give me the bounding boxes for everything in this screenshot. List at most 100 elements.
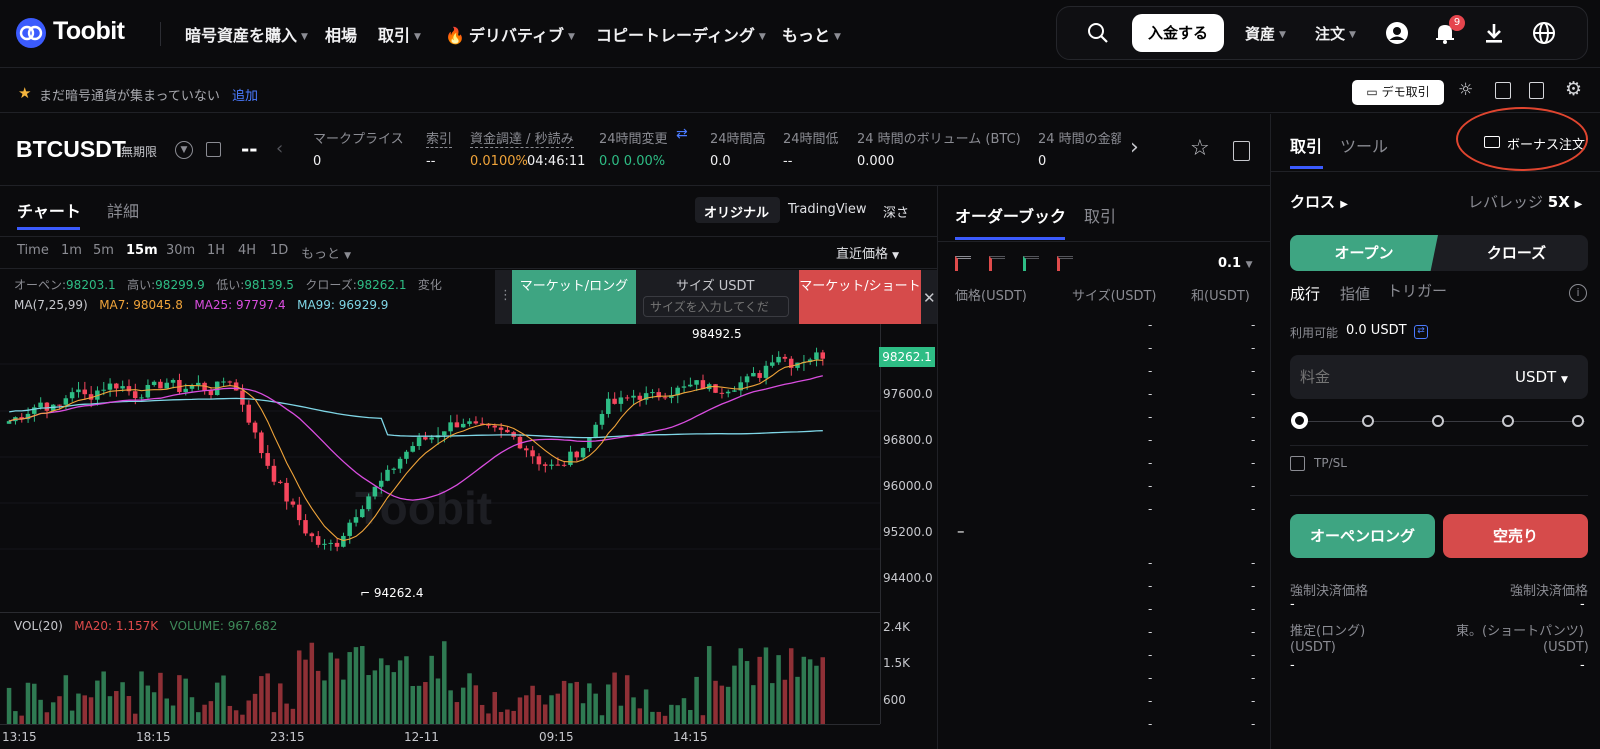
tab-orderbook[interactable]: オーダーブック — [955, 207, 1067, 226]
orders-menu[interactable]: 注文 ▼ — [1315, 23, 1356, 44]
tab-tools[interactable]: ツール — [1340, 137, 1389, 156]
nav-markets[interactable]: 相場 — [325, 22, 357, 46]
tab-trades[interactable]: 取引 — [1084, 207, 1117, 226]
contract-info-icon[interactable] — [1233, 141, 1250, 161]
volume-bar — [69, 710, 75, 724]
close-icon[interactable]: ✕ — [923, 289, 936, 307]
chevron-down-icon: ▼ — [1349, 30, 1356, 40]
market-short-button[interactable]: マーケット/ショート — [799, 270, 921, 324]
index-label[interactable]: 索引 — [426, 128, 453, 148]
symbol-name[interactable]: BTCUSDT — [16, 136, 126, 162]
toobit-logo-icon[interactable] — [16, 18, 46, 48]
volume-bar — [517, 697, 523, 724]
precision-select[interactable]: 0.1 ▼ — [1218, 256, 1252, 271]
tf-more[interactable]: もっと ▼ — [301, 243, 351, 262]
leverage-select[interactable]: レバレッジ 5X ▶ — [1468, 191, 1582, 212]
tpsl-checkbox[interactable] — [1290, 456, 1305, 471]
low-marker: ⌐ 94262.4 — [360, 586, 424, 600]
volume-bar — [391, 672, 397, 724]
drag-handle-icon[interactable]: ⋮ — [499, 288, 512, 303]
nav-more[interactable]: もっと ▼ — [782, 22, 841, 46]
view-depth[interactable]: 深さ — [883, 206, 910, 221]
volume-bar — [814, 665, 819, 724]
transfer-icon[interactable]: ⇄ — [1414, 325, 1428, 339]
tf-5m[interactable]: 5m — [93, 243, 114, 258]
open-position-tab[interactable]: オープン — [1290, 235, 1438, 271]
tf-time[interactable]: Time — [17, 243, 49, 258]
candle — [290, 501, 296, 505]
candle — [63, 398, 69, 405]
swap-icon[interactable]: ⇄ — [676, 126, 688, 142]
favorite-star-icon[interactable]: ☆ — [1190, 136, 1210, 161]
add-favorites-link[interactable]: 追加 — [232, 89, 259, 104]
candle — [196, 382, 201, 386]
tf-1m[interactable]: 1m — [61, 243, 82, 258]
candlestick-chart[interactable]: Toobit — [0, 324, 880, 729]
margin-mode-select[interactable]: クロス ▶ — [1290, 191, 1348, 212]
tab-chart[interactable]: チャート — [17, 202, 81, 221]
book-icon[interactable] — [206, 142, 221, 157]
size-input[interactable] — [643, 296, 789, 317]
book-both-icon[interactable] — [955, 256, 971, 271]
tab-trade[interactable]: 取引 — [1290, 137, 1323, 156]
sun-icon[interactable]: ☼ — [1458, 80, 1474, 100]
assets-menu[interactable]: 資産 ▼ — [1245, 23, 1286, 44]
globe-icon[interactable] — [1532, 21, 1556, 45]
volume-bar — [38, 699, 43, 724]
order-type-limit[interactable]: 指値 — [1340, 285, 1371, 303]
book-large-icon[interactable] — [1057, 256, 1073, 271]
nav-derivatives[interactable]: 🔥 デリバティブ ▼ — [445, 22, 575, 46]
info-icon[interactable]: i — [1569, 284, 1587, 302]
price-type-select[interactable]: 直近価格 ▼ — [836, 243, 899, 262]
document-icon[interactable] — [1529, 82, 1544, 99]
slider-mark-75[interactable] — [1502, 415, 1514, 427]
close-position-tab[interactable]: クローズ — [1486, 244, 1547, 262]
funding-label[interactable]: 資金調達 / 秒読み — [470, 128, 574, 148]
nav-copy-trading[interactable]: コピートレーディング ▼ — [596, 22, 766, 46]
short-sell-button[interactable]: 空売り — [1443, 514, 1588, 558]
order-type-market[interactable]: 成行 — [1290, 285, 1321, 303]
volume-bar — [13, 711, 18, 724]
book-asks-icon[interactable] — [989, 256, 1005, 271]
gear-icon[interactable]: ⚙ — [1565, 78, 1583, 100]
user-avatar-icon[interactable] — [1385, 21, 1409, 45]
bell-icon[interactable] — [1433, 21, 1457, 45]
order-type-trigger[interactable]: トリガー — [1387, 282, 1448, 300]
candle — [763, 365, 769, 378]
tab-details[interactable]: 詳細 — [107, 202, 140, 221]
candle — [309, 533, 315, 537]
view-tradingview[interactable]: TradingView — [788, 202, 867, 217]
tf-4h[interactable]: 4H — [238, 243, 257, 258]
tf-30m[interactable]: 30m — [166, 243, 196, 258]
nav-trade[interactable]: 取引 ▼ — [378, 22, 421, 46]
chevron-left-icon[interactable]: ‹ — [276, 138, 284, 159]
chart-toolbar-divider — [0, 268, 937, 269]
slider-mark-100[interactable] — [1572, 415, 1584, 427]
demo-trading-button[interactable]: ▭ デモ取引 — [1352, 80, 1444, 105]
nav-buy-crypto[interactable]: 暗号資産を購入 ▼ — [185, 22, 308, 46]
tf-15m[interactable]: 15m — [126, 243, 158, 258]
market-long-button[interactable]: マーケット/ロング — [512, 270, 636, 324]
layout-icon[interactable] — [1495, 82, 1511, 99]
tf-1h[interactable]: 1H — [207, 243, 226, 258]
brand-name[interactable]: Toobit — [53, 17, 125, 45]
time-axis-divider — [0, 724, 880, 725]
deposit-button[interactable]: 入金する — [1132, 14, 1224, 52]
slider-handle[interactable] — [1291, 412, 1308, 429]
chevron-right-icon[interactable]: › — [1130, 135, 1139, 160]
amount-input[interactable] — [1300, 361, 1490, 393]
search-icon[interactable] — [1086, 21, 1110, 45]
chevron-down-icon[interactable]: ▼ — [175, 141, 193, 159]
amount-unit-select[interactable]: USDT ▼ — [1515, 368, 1568, 386]
candle — [132, 391, 138, 399]
tf-1d[interactable]: 1D — [270, 243, 289, 258]
book-bids-icon[interactable] — [1023, 256, 1039, 271]
slider-mark-50[interactable] — [1432, 415, 1444, 427]
view-original[interactable]: オリジナル — [704, 206, 770, 221]
open-long-button[interactable]: オーペンロング — [1290, 514, 1435, 558]
chart-watermark: Toobit — [355, 482, 492, 534]
top-header: Toobit 暗号資産を購入 ▼ 相場 取引 ▼ 🔥 デリバティブ ▼ コピートレーディ… — [0, 0, 1600, 68]
slider-mark-25[interactable] — [1362, 415, 1374, 427]
download-icon[interactable] — [1482, 21, 1506, 45]
